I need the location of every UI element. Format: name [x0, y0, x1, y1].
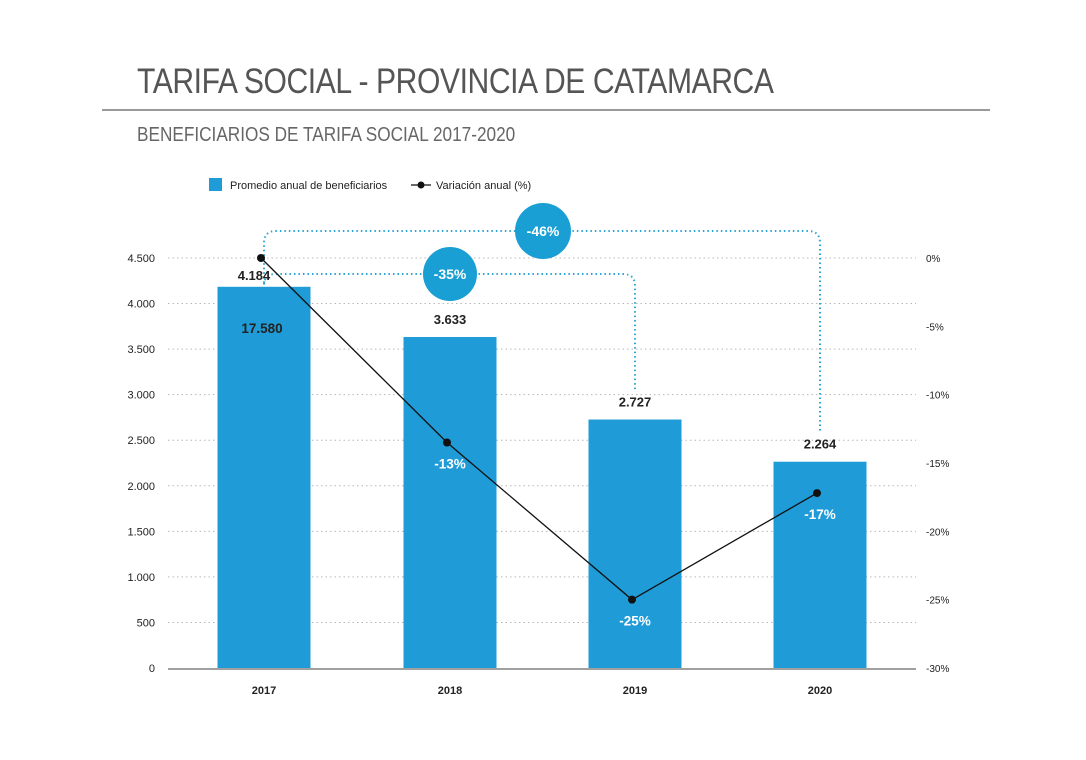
x-tick-label: 2019 [623, 685, 647, 697]
bar [217, 286, 311, 668]
y-right-tick-label: 0% [926, 254, 941, 265]
bar [403, 336, 497, 668]
y-left-tick-label: 4.500 [127, 253, 155, 265]
axes: 0 500 1.000 1.500 2.000 2.500 3.000 3.500 4.000 4… [127, 253, 949, 697]
legend-bar-swatch [209, 178, 222, 191]
legend-line-label: Variación anual (%) [436, 180, 531, 192]
comparison-bubble [423, 247, 477, 301]
bar [773, 461, 867, 668]
comparison-label: -46% [527, 223, 560, 239]
line-point [813, 489, 821, 498]
y-left-tick-label: 2.500 [127, 435, 155, 447]
y-left-tick-label: 2.000 [127, 481, 155, 493]
bar [588, 419, 682, 668]
title-divider [102, 109, 990, 111]
y-left-tick-label: 3.500 [127, 344, 155, 356]
y-right-tick-label: -25% [926, 596, 949, 607]
y-left-tick-label: 4.000 [127, 299, 155, 311]
bar-series [217, 286, 867, 668]
legend-bar-label: Promedio anual de beneficiarios [230, 180, 388, 192]
variation-line [260, 257, 818, 601]
bar-value-label: 3.633 [434, 312, 467, 327]
y-left-tick-label: 0 [149, 663, 155, 675]
y-left-tick-label: 1.500 [127, 526, 155, 538]
chart-subtitle: BENEFICIARIOS DE TARIFA SOCIAL 2017-2020 [137, 124, 516, 146]
line-point [628, 595, 636, 604]
y-right-tick-label: -30% [926, 664, 949, 675]
line-point [257, 254, 265, 262]
legend-line-marker [417, 181, 425, 189]
bar-value-label: 2.727 [619, 395, 652, 410]
x-tick-label: 2017 [252, 685, 276, 697]
line-point [443, 438, 451, 447]
data-labels: 4.184 3.633 2.727 2.264 17.580 -13% -25% -17% -3… [238, 203, 837, 629]
y-right-tick-label: -20% [926, 527, 949, 538]
y-right-tick-label: -15% [926, 459, 949, 470]
legend: Promedio anual de beneficiarios Variación… [209, 178, 531, 192]
line-value-label: -17% [804, 507, 836, 522]
line-value-label: 17.580 [241, 321, 282, 336]
comparison-connectors [263, 230, 821, 432]
x-tick-label: 2020 [808, 685, 832, 697]
y-left-tick-label: 500 [137, 617, 155, 629]
page-title: TARIFA SOCIAL - PROVINCIA DE CATAMARCA [137, 62, 774, 101]
line-series [257, 254, 821, 604]
bar-value-label: 4.184 [238, 268, 271, 283]
y-left-tick-label: 3.000 [127, 390, 155, 402]
line-value-label: -13% [434, 457, 466, 472]
comparison-label: -35% [434, 266, 467, 282]
y-right-tick-label: -5% [926, 322, 944, 333]
x-tick-label: 2018 [438, 685, 462, 697]
y-left-tick-label: 1.000 [127, 572, 155, 584]
bar-value-label: 2.264 [804, 437, 837, 452]
y-right-tick-label: -10% [926, 391, 949, 402]
comparison-bubble [515, 203, 571, 259]
comparison-connector [263, 230, 821, 432]
line-value-label: -25% [619, 614, 651, 629]
